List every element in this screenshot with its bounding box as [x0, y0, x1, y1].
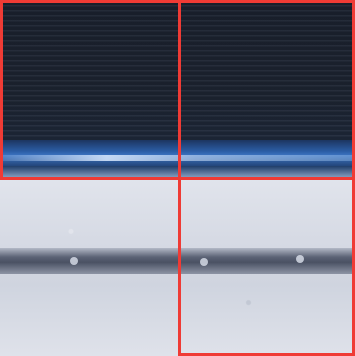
- grid-cell-top-right[interactable]: [178, 0, 355, 180]
- blue-strip-highlight: [0, 155, 355, 161]
- surface-edge: [0, 166, 355, 178]
- dark-band: [0, 248, 355, 274]
- grid-cell-top-left[interactable]: [0, 0, 181, 180]
- band-dot: [200, 258, 208, 266]
- grid-cell-bottom-right[interactable]: [178, 177, 355, 356]
- band-dot: [296, 255, 304, 263]
- band-dot: [70, 257, 78, 265]
- blue-strip: [0, 140, 355, 166]
